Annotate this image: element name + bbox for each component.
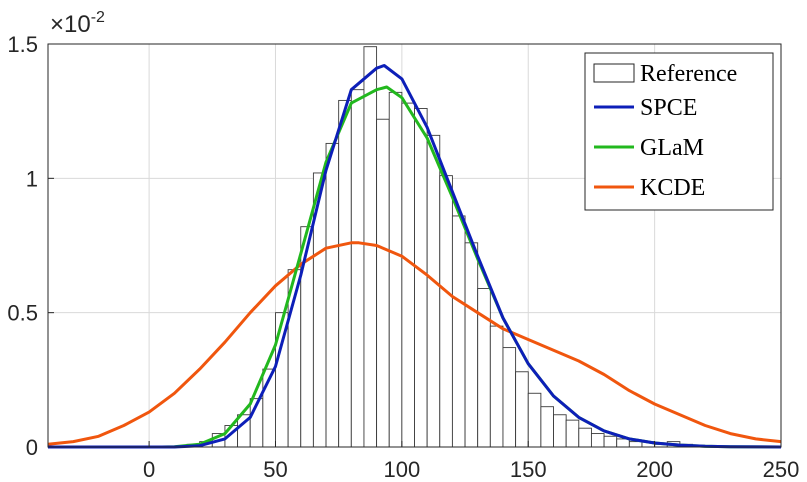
histogram-bar bbox=[350, 89, 365, 448]
y-tick-label: 0 bbox=[26, 435, 38, 460]
histogram-bar bbox=[363, 46, 378, 448]
x-tick-label: 100 bbox=[384, 457, 421, 482]
histogram-bar bbox=[414, 108, 428, 448]
series-lines bbox=[47, 64, 782, 449]
histogram-bar bbox=[439, 175, 453, 448]
x-axis-ticks: 0 50 100 150 200 250 bbox=[143, 441, 799, 482]
y-tick-label: 0.5 bbox=[7, 301, 38, 326]
x-tick-label: 50 bbox=[263, 457, 287, 482]
x-tick-label: 250 bbox=[763, 457, 800, 482]
x-tick-label: 150 bbox=[510, 457, 547, 482]
histogram-bar bbox=[590, 433, 605, 448]
histogram-bar bbox=[603, 435, 618, 448]
histogram-bar bbox=[540, 406, 554, 448]
y-tick-label: 1.5 bbox=[7, 32, 38, 57]
histogram-bar bbox=[515, 371, 529, 448]
histogram-bar bbox=[553, 414, 567, 448]
y-multiplier: ×10-2 bbox=[50, 9, 105, 38]
histogram-bar bbox=[502, 347, 517, 448]
histogram-bar bbox=[616, 438, 630, 448]
x-tick-label: 200 bbox=[636, 457, 673, 482]
histogram-bar bbox=[464, 242, 479, 448]
y-axis-ticks: 0 0.5 1 1.5 bbox=[7, 32, 54, 460]
histogram-bar bbox=[527, 392, 542, 448]
series-line-spce bbox=[48, 64, 782, 449]
legend-label-spce: SPCE bbox=[640, 95, 697, 121]
histogram-bar bbox=[489, 325, 504, 448]
series-line-kcde bbox=[47, 241, 782, 446]
plot-frame bbox=[47, 43, 782, 448]
legend: Reference SPCE GLaM KCDE bbox=[584, 52, 774, 211]
histogram-bar bbox=[578, 427, 592, 448]
histogram-bar bbox=[451, 215, 466, 448]
histogram-bar bbox=[401, 102, 415, 448]
legend-label-reference: Reference bbox=[640, 61, 737, 87]
histogram-bar bbox=[628, 441, 643, 448]
histogram-bar bbox=[388, 91, 403, 448]
histogram-bar bbox=[376, 118, 390, 448]
histogram-bar bbox=[565, 419, 580, 448]
legend-label-glam: GLaM bbox=[640, 135, 704, 161]
legend-label-kcde: KCDE bbox=[640, 175, 705, 201]
histogram-bar bbox=[325, 142, 340, 448]
legend-swatch-reference bbox=[593, 63, 635, 83]
histogram-bars bbox=[186, 46, 693, 448]
histogram-bar bbox=[338, 99, 352, 448]
x-tick-label: 0 bbox=[143, 457, 155, 482]
y-tick-label: 1 bbox=[26, 166, 38, 191]
histogram-bar bbox=[426, 134, 441, 448]
